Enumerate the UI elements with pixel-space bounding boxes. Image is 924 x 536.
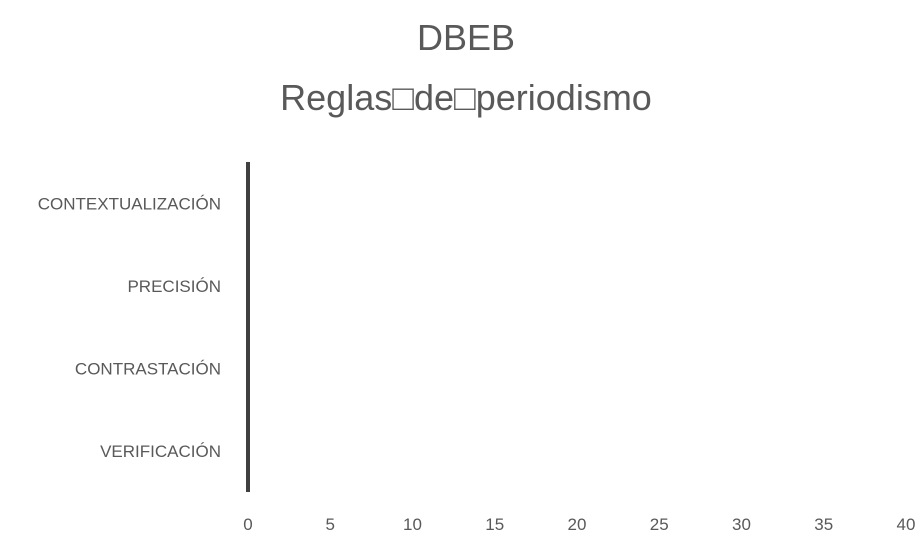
category-label: PRECISIÓN bbox=[127, 277, 221, 296]
x-axis-ticks: 0 5 10 15 20 25 30 35 40 bbox=[243, 515, 915, 534]
x-tick-label: 20 bbox=[568, 515, 587, 534]
category-label: CONTRASTACIÓN bbox=[75, 359, 221, 378]
x-tick-label: 30 bbox=[732, 515, 751, 534]
x-tick-label: 15 bbox=[485, 515, 504, 534]
x-tick-label: 5 bbox=[326, 515, 335, 534]
chart-title: DBEB bbox=[417, 17, 515, 58]
category-labels: VERIFICACIÓN CONTRASTACIÓN PRECISIÓN CONTEX… bbox=[38, 194, 221, 461]
x-tick-label: 0 bbox=[243, 515, 252, 534]
category-label: CONTEXTUALIZACIÓN bbox=[38, 194, 221, 213]
category-label: VERIFICACIÓN bbox=[100, 442, 221, 461]
chart-subtitle: Reglas□de□periodismo bbox=[280, 77, 652, 118]
x-tick-label: 40 bbox=[897, 515, 916, 534]
x-tick-label: 35 bbox=[814, 515, 833, 534]
x-tick-label: 25 bbox=[650, 515, 669, 534]
x-tick-label: 10 bbox=[403, 515, 422, 534]
